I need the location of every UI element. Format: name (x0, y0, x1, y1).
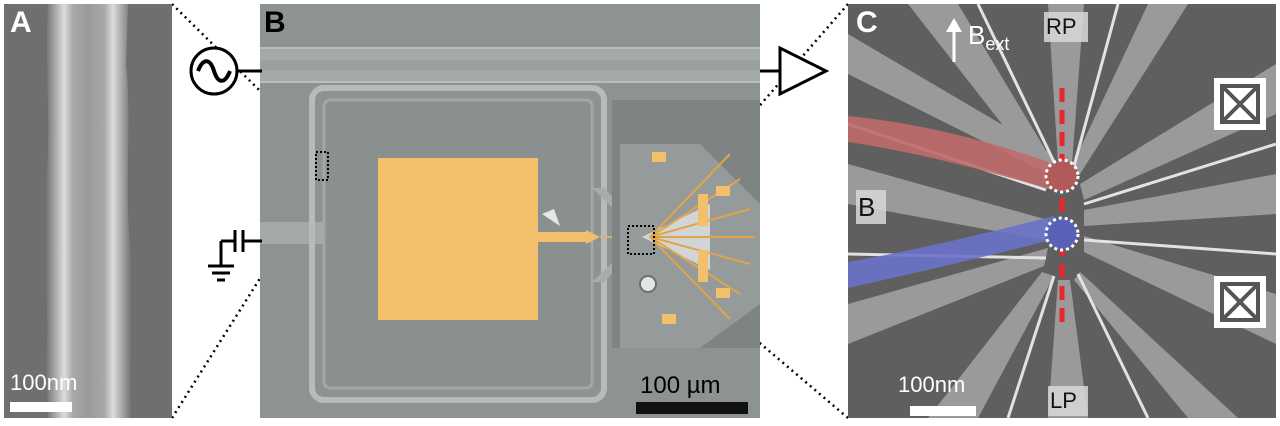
panel-c-image (848, 4, 1276, 418)
panel-c-scalebar (910, 406, 976, 416)
panel-b: B 100 µm (260, 4, 760, 418)
quantum-dot-blue (1044, 216, 1080, 252)
panel-c-letter: C (856, 6, 878, 39)
panel-c: C Bext RP LP B 100nm (848, 4, 1276, 418)
zoom-box-c (627, 225, 655, 255)
gate-label-lp: LP (1050, 388, 1077, 413)
panel-b-scalebar-label: 100 µm (640, 372, 721, 399)
nanowire (44, 4, 133, 418)
crossed-box-contact-icon (1214, 78, 1266, 130)
panel-b-letter: B (264, 6, 286, 39)
quantum-dot-red (1044, 158, 1080, 194)
gate-blue (848, 216, 1062, 288)
panel-a-scalebar (10, 402, 72, 412)
gate-red (848, 116, 1062, 190)
amplifier-triangle-icon (778, 45, 830, 97)
gate-via (639, 275, 657, 293)
gold-pad (378, 158, 538, 320)
gate-label-rp: RP (1046, 14, 1077, 39)
panel-b-scalebar (636, 402, 748, 414)
zoom-box-a (315, 151, 329, 181)
panel-a-image (4, 4, 172, 418)
bias-line (260, 222, 324, 244)
panel-b-image (260, 4, 760, 418)
panel-c-scalebar-label: 100nm (898, 372, 966, 397)
small-white-flake (542, 209, 560, 226)
panel-a-letter: A (10, 6, 32, 39)
ground-capacitor-icon (208, 230, 262, 282)
panel-a-scalebar-label: 100nm (10, 370, 78, 395)
field-arrow-icon (946, 18, 962, 62)
field-label-main: Bext (968, 20, 1010, 55)
resonator-outer-frame (309, 85, 607, 403)
crossed-box-contact-icon (1214, 276, 1266, 328)
gate-label-b: B (858, 192, 876, 222)
field-label-sub: ext (985, 34, 1010, 55)
zoom-line-c-top (654, 3, 849, 227)
panel-a: A 100nm (4, 4, 172, 418)
